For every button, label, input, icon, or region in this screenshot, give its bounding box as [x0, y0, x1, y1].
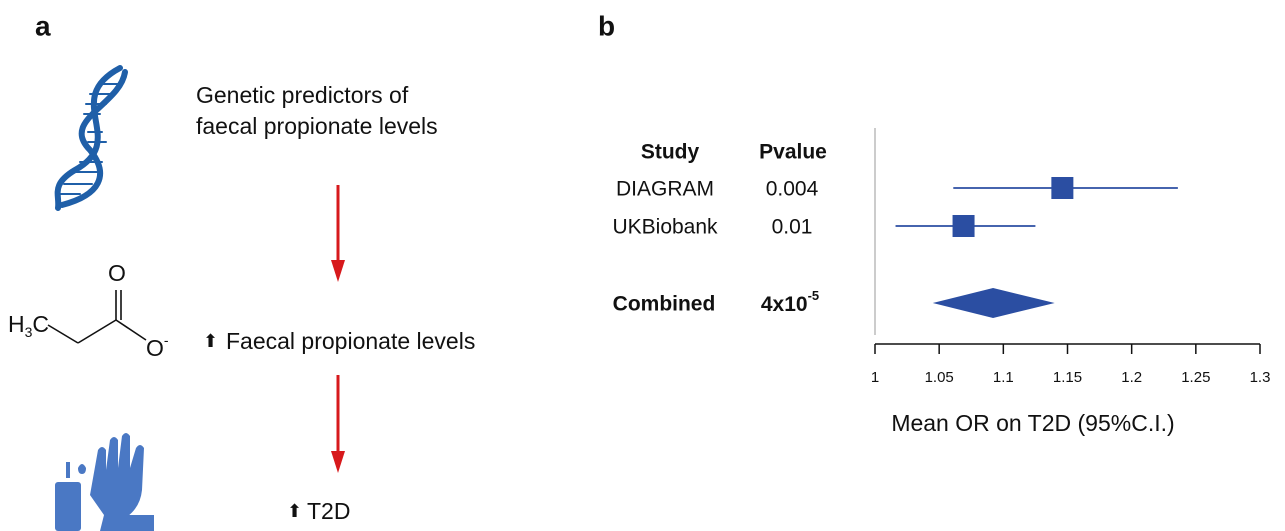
chem-label: O — [108, 260, 126, 286]
study-pvalue: 0.004 — [766, 178, 819, 201]
combined-label: Combined — [613, 293, 716, 316]
step-text: faecal propionate levels — [196, 113, 438, 139]
combined-pvalue: 4x10-5 — [761, 288, 819, 315]
dna-icon — [58, 68, 125, 208]
panel-label: b — [598, 10, 615, 41]
study-pvalue: 0.01 — [772, 216, 813, 239]
up-arrow: ⬆ — [287, 501, 302, 521]
estimate-square — [1051, 177, 1073, 199]
hand-icon — [55, 433, 154, 531]
x-tick-label: 1.25 — [1181, 369, 1210, 386]
combined-diamond — [933, 288, 1055, 318]
flow-arrow — [331, 375, 345, 473]
study-name: UKBiobank — [612, 216, 718, 239]
chem-label: H3C — [8, 311, 49, 340]
x-tick-label: 1.15 — [1053, 369, 1082, 386]
column-header: Study — [641, 141, 700, 164]
x-tick-label: 1.2 — [1121, 369, 1142, 386]
estimate-square — [953, 215, 975, 237]
panel-label: a — [35, 10, 51, 41]
flow-arrow — [331, 185, 345, 282]
step-text: Genetic predictors of — [196, 82, 409, 108]
study-name: DIAGRAM — [616, 178, 714, 201]
column-header: Pvalue — [759, 141, 827, 164]
step-text: T2D — [307, 498, 350, 524]
x-tick-label: 1.3 — [1250, 369, 1271, 386]
x-axis-title: Mean OR on T2D (95%C.I.) — [891, 410, 1174, 436]
molecule — [48, 290, 146, 343]
x-tick-label: 1 — [871, 369, 879, 386]
x-tick-label: 1.1 — [993, 369, 1014, 386]
x-tick-label: 1.05 — [925, 369, 954, 386]
figure: a Genetic predictors of faecal propionat… — [0, 0, 1285, 531]
step-text: Faecal propionate levels — [226, 328, 475, 354]
chem-label: O- — [146, 332, 169, 361]
up-arrow: ⬆ — [203, 331, 218, 351]
